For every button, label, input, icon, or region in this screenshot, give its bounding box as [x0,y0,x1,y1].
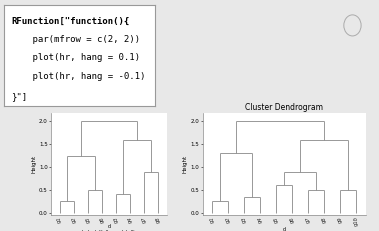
Text: par(mfrow = c(2, 2)): par(mfrow = c(2, 2)) [11,35,140,44]
X-axis label: d
hclust (*, "complete"): d hclust (*, "complete") [83,224,135,231]
Text: plot(hr, hang = 0.1): plot(hr, hang = 0.1) [11,53,140,62]
Y-axis label: Height: Height [31,155,36,173]
Text: }"]: }"] [11,92,28,101]
Text: RFunction["function(){: RFunction["function(){ [11,17,130,26]
Title: Cluster Dendrogram: Cluster Dendrogram [245,103,323,112]
Y-axis label: Height: Height [183,155,188,173]
Text: plot(hr, hang = -0.1): plot(hr, hang = -0.1) [11,72,146,81]
X-axis label: d
hclust (*, "complete"): d hclust (*, "complete") [258,227,311,231]
